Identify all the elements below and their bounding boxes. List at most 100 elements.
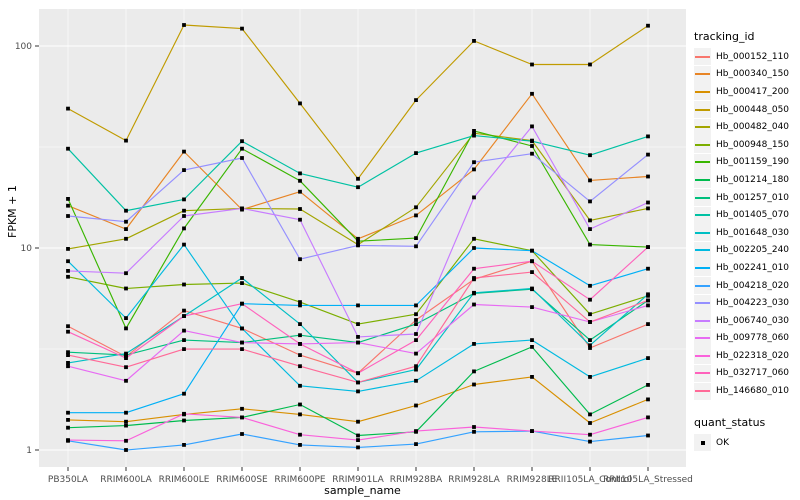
data-point-marker <box>182 308 186 313</box>
legend-key-swatch <box>694 48 711 66</box>
data-point-marker <box>356 389 360 394</box>
data-point-marker <box>646 433 650 438</box>
legend-item-quant-status-OK: OK <box>694 434 800 452</box>
legend-line-icon <box>695 302 710 305</box>
data-point-marker <box>182 443 186 447</box>
data-point-marker <box>646 356 650 360</box>
data-point-marker <box>66 361 70 365</box>
legend-item-Hb_001214_180: Hb_001214_180 <box>694 171 800 189</box>
data-point-marker <box>66 106 70 111</box>
data-point-marker <box>356 303 360 308</box>
legend-key-swatch <box>694 101 711 119</box>
legend-line-icon <box>695 354 710 357</box>
data-point-marker <box>646 134 650 139</box>
data-point-marker <box>66 350 70 355</box>
legend-item-label: Hb_004218_020 <box>716 280 790 291</box>
data-point-marker <box>472 129 476 133</box>
data-point-marker <box>414 351 418 356</box>
data-point-marker <box>356 380 360 385</box>
data-point-marker <box>646 292 650 297</box>
data-point-marker <box>646 397 650 402</box>
legend-item-label: Hb_004223_030 <box>716 298 790 309</box>
legend-key-swatch <box>694 347 711 365</box>
data-point-marker <box>124 138 128 143</box>
data-point-marker <box>298 257 302 262</box>
data-point-marker <box>66 329 70 334</box>
legend-key-swatch <box>694 294 711 312</box>
data-point-marker <box>414 213 418 218</box>
data-point-marker <box>298 101 302 106</box>
legend-item-Hb_032717_060: Hb_032717_060 <box>694 364 800 383</box>
data-point-marker <box>124 236 128 241</box>
data-point-marker <box>472 167 476 172</box>
data-point-marker <box>646 152 650 157</box>
data-point-marker <box>298 402 302 407</box>
data-point-marker <box>588 412 592 417</box>
data-point-marker <box>182 242 186 247</box>
legend-key-swatch <box>694 189 711 207</box>
data-point-marker <box>240 26 244 31</box>
legend-line-icon <box>695 196 710 199</box>
data-point-marker <box>298 432 302 437</box>
data-point-marker <box>356 176 360 181</box>
legend-item-Hb_004223_030: Hb_004223_030 <box>694 294 800 312</box>
data-point-marker <box>414 442 418 446</box>
data-point-marker <box>298 178 302 183</box>
data-point-marker <box>646 266 650 271</box>
legend-item-label: Hb_000152_110 <box>716 51 790 62</box>
data-point-marker <box>182 282 186 287</box>
data-point-marker <box>530 151 534 156</box>
data-point-marker <box>646 303 650 308</box>
data-point-marker <box>356 433 360 438</box>
legend-item-label: Hb_000482_040 <box>716 122 790 133</box>
data-point-marker <box>182 418 186 423</box>
data-point-marker <box>240 146 244 151</box>
data-point-marker <box>66 146 70 151</box>
data-point-marker <box>124 356 128 360</box>
data-point-marker <box>298 189 302 194</box>
legend-item-label: Hb_146680_010 <box>716 386 790 397</box>
data-point-marker <box>124 365 128 370</box>
data-point-marker <box>124 378 128 383</box>
legend-line-icon <box>695 73 710 76</box>
data-point-marker <box>298 217 302 222</box>
data-point-marker <box>588 432 592 437</box>
data-point-marker <box>356 185 360 190</box>
data-point-marker <box>646 174 650 179</box>
data-point-marker <box>588 439 592 444</box>
data-point-marker <box>414 367 418 372</box>
data-point-marker <box>240 276 244 280</box>
data-point-marker <box>298 207 302 211</box>
legend-key-swatch <box>694 277 711 295</box>
data-point-marker <box>66 438 70 442</box>
legend-item-label: Hb_001648_030 <box>716 227 790 238</box>
data-point-marker <box>124 271 128 276</box>
legend-key-swatch <box>694 65 711 83</box>
data-point-marker <box>240 206 244 211</box>
data-point-marker <box>66 203 70 208</box>
legend-line-icon <box>695 231 710 234</box>
data-point-marker <box>414 429 418 433</box>
legend-item-label: Hb_001214_180 <box>716 174 790 185</box>
data-point-marker <box>588 178 592 183</box>
data-point-marker <box>124 208 128 213</box>
legend-item-Hb_146680_010: Hb_146680_010 <box>694 382 800 400</box>
data-point-marker <box>182 226 186 231</box>
data-point-marker <box>472 266 476 271</box>
data-point-marker <box>182 168 186 172</box>
data-point-marker <box>298 353 302 357</box>
legend-title-quant-status: quant_status <box>694 415 766 429</box>
x-tick-label: RRIM928LE <box>507 475 558 485</box>
data-point-marker <box>124 286 128 291</box>
data-point-marker <box>414 312 418 317</box>
x-tick-label: RRIM901LA <box>332 475 384 485</box>
data-point-marker <box>472 39 476 43</box>
data-point-marker <box>298 333 302 338</box>
legend-item-label: Hb_001405_070 <box>716 210 790 221</box>
legend-status-list: OK <box>694 434 800 452</box>
x-tick-label: PB350LA <box>48 475 89 485</box>
data-point-marker <box>414 364 418 369</box>
data-point-marker <box>298 364 302 369</box>
legend-item-label: Hb_001257_010 <box>716 192 790 203</box>
data-point-marker <box>356 335 360 339</box>
